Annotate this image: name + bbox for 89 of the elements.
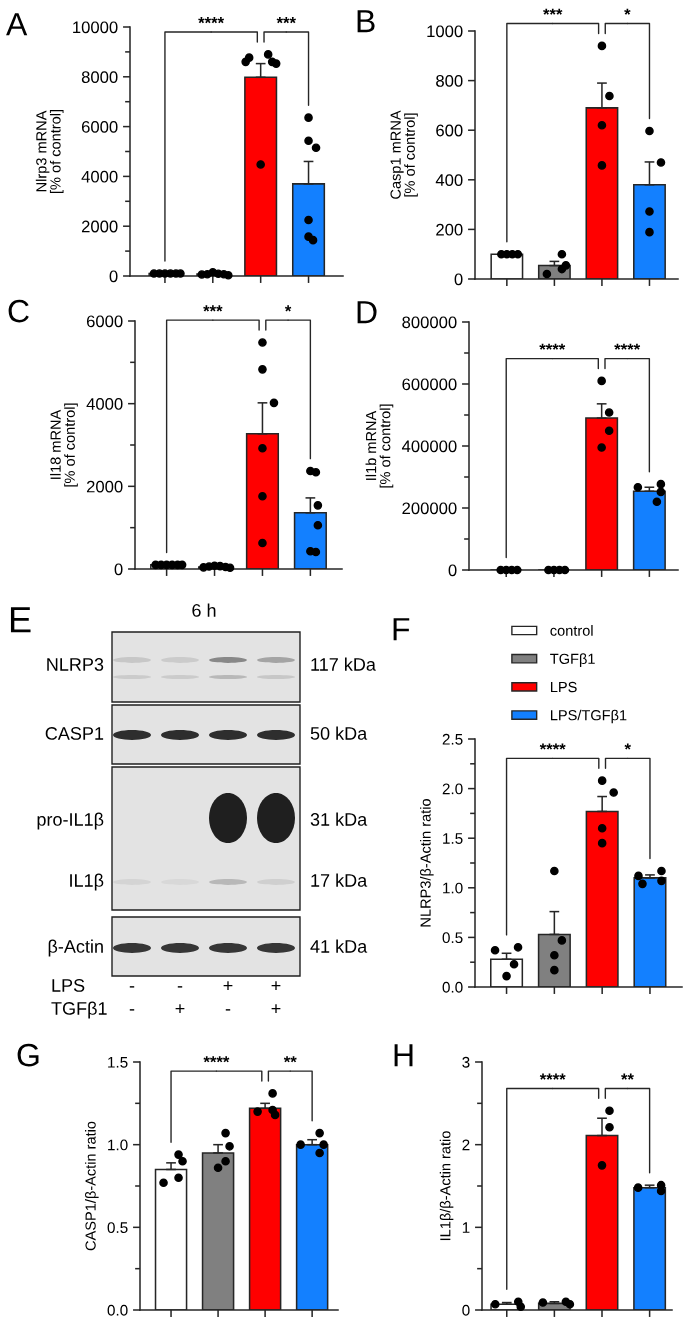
legend-label: LPS/TGFβ1 — [551, 709, 627, 724]
category-label: IL1β — [70, 873, 104, 891]
y-tick-label: 0.0 — [107, 1304, 128, 1316]
category-label: 117 kDa — [311, 657, 376, 671]
y-tick-label: 2.0 — [442, 783, 463, 795]
text: *** — [203, 305, 223, 312]
y-tick-label: 2000 — [86, 480, 123, 493]
y-tick-label: 1.0 — [443, 882, 463, 894]
y-tick-label: 1.5 — [108, 1057, 128, 1068]
y-tick-label: 4000 — [81, 170, 118, 183]
y-tick-label: 0.5 — [442, 932, 463, 944]
y-tick-label: 0 — [462, 1304, 470, 1316]
y-axis-title: IL1β/β-Actin ratio — [439, 1131, 454, 1241]
annotation: **** — [614, 343, 641, 350]
text: * — [624, 8, 631, 15]
text: LPS — [52, 979, 85, 992]
y-tick-label: 6000 — [81, 121, 118, 133]
category-label: 31 kDa — [310, 812, 368, 826]
y-tick-label: 200000 — [402, 502, 457, 515]
y-tick-label: 1000 — [427, 25, 463, 38]
y-tick-label: 0 — [454, 273, 463, 286]
chart-title: H — [394, 1044, 413, 1067]
annotation: **** — [203, 1056, 230, 1063]
y-tick-label: 200 — [436, 223, 463, 236]
y-axis-title: Nlrp3 mRNA [% of control] — [35, 109, 64, 194]
category-label: 17 kDa — [311, 873, 368, 887]
y-axis-title: NLRP3/β-Actin ratio — [420, 799, 434, 927]
chart-title: D — [357, 301, 377, 324]
y-tick-label: 400000 — [401, 440, 457, 453]
chart-title: F — [393, 618, 410, 641]
text: + — [175, 1004, 185, 1014]
y-tick-label: 2 — [462, 1139, 470, 1151]
y-tick-label: 800 — [436, 75, 463, 87]
text: **** — [198, 17, 225, 24]
text: 6 h — [192, 603, 216, 617]
category-label: 41 kDa — [310, 939, 368, 953]
category-label: NLRP3 — [47, 658, 104, 671]
y-tick-label: 2.5 — [442, 733, 463, 745]
y-axis-title: CASP1/β-Actin ratio — [85, 1121, 99, 1251]
y-tick-label: 0 — [114, 563, 123, 576]
y-tick-label: 0.5 — [107, 1222, 128, 1234]
text: - — [225, 1009, 231, 1011]
text: * — [284, 305, 292, 312]
text: TGFβ1 — [51, 1001, 107, 1019]
y-tick-label: 6000 — [86, 315, 123, 328]
annotation: ** — [283, 1056, 297, 1063]
y-tick-label: 600 — [436, 124, 463, 137]
y-tick-label: 600000 — [402, 378, 457, 391]
chart-title: C — [8, 299, 29, 323]
annotation: ** — [621, 1073, 634, 1080]
y-tick-label: 4000 — [86, 398, 123, 410]
text: + — [271, 1004, 281, 1014]
y-tick-label: 2000 — [81, 220, 118, 233]
y-tick-label: 10000 — [73, 21, 118, 34]
y-tick-label: 3 — [462, 1056, 470, 1068]
text: *** — [276, 17, 296, 24]
y-tick-label: 400 — [435, 174, 463, 186]
y-tick-label: 0.0 — [442, 981, 463, 993]
chart-title: B — [357, 10, 375, 33]
y-tick-label: 800000 — [402, 316, 457, 329]
y-tick-label: 1 — [462, 1222, 470, 1233]
text: - — [177, 986, 183, 988]
category-label: pro-IL1β — [37, 812, 104, 830]
y-tick-label: 8000 — [81, 71, 118, 83]
annotation: * — [624, 743, 631, 750]
y-tick-label: 0 — [448, 564, 457, 577]
text: *** — [543, 8, 563, 15]
y-axis-title: Il18 mRNA [% of control] — [50, 403, 78, 487]
y-tick-label: 1.5 — [443, 833, 463, 844]
text: - — [129, 986, 135, 988]
text: + — [223, 981, 233, 991]
chart-title: A — [6, 13, 28, 36]
y-axis-title: Casp1 mRNA [% of control] — [390, 110, 418, 199]
category-label: 50 kDa — [310, 726, 368, 740]
annotation: **** — [539, 1073, 566, 1080]
chart-title: G — [17, 1043, 39, 1067]
y-tick-label: 0 — [109, 270, 118, 283]
legend-label: LPS — [551, 681, 577, 693]
legend-label: TGFβ1 — [550, 653, 595, 667]
y-axis-title: Il1b mRNA [% of control] — [365, 404, 394, 488]
text: - — [129, 1009, 135, 1011]
category-label: β-Actin — [48, 939, 103, 957]
text: + — [271, 981, 281, 991]
text: E — [10, 607, 31, 633]
annotation: **** — [539, 343, 566, 350]
category-label: CASP1 — [45, 727, 104, 740]
legend-label: control — [550, 625, 593, 636]
y-tick-label: 1.0 — [108, 1139, 128, 1151]
annotation: **** — [539, 743, 566, 750]
